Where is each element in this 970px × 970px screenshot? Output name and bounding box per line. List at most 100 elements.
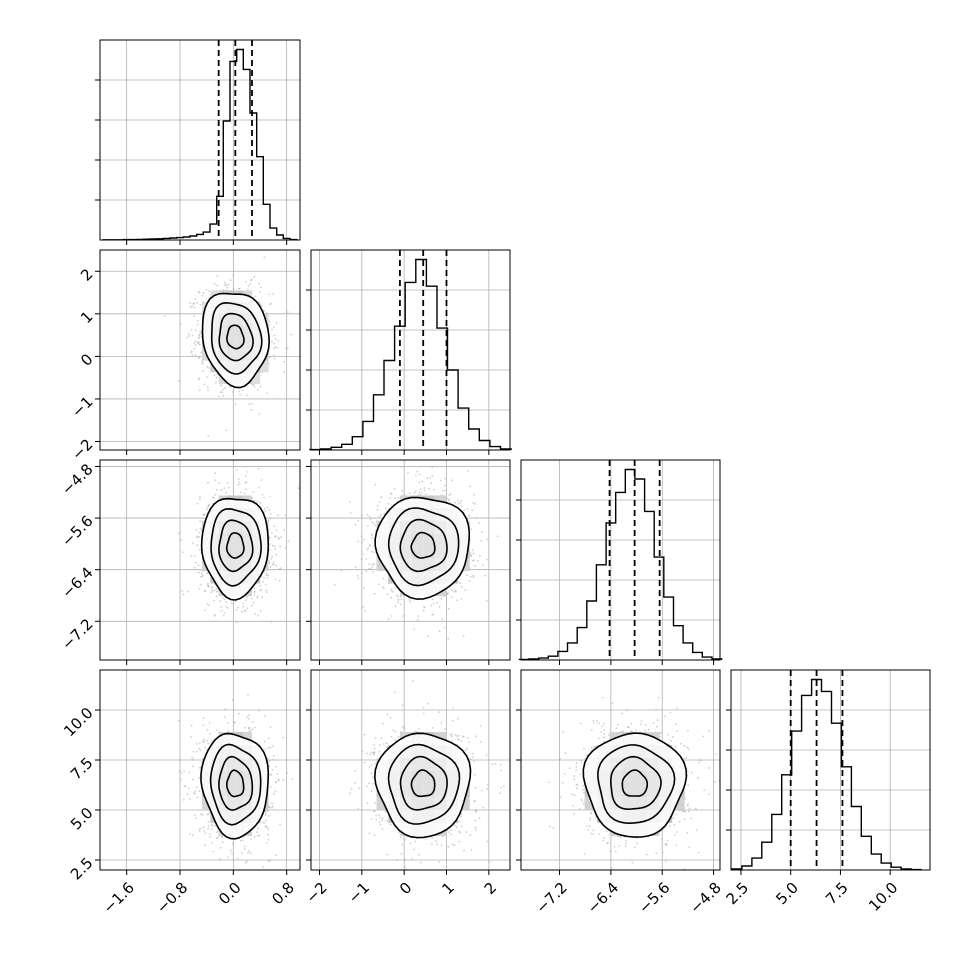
- scatter-point: [360, 535, 363, 538]
- scatter-point: [182, 551, 184, 554]
- scatter-point: [242, 839, 245, 842]
- scatter-point: [187, 590, 190, 593]
- scatter-point: [193, 791, 195, 794]
- scatter-point: [267, 814, 270, 817]
- scatter-point: [459, 501, 462, 504]
- scatter-point: [250, 278, 253, 281]
- scatter-point: [413, 628, 416, 630]
- scatter-point: [473, 494, 475, 496]
- histogram-line: [309, 258, 512, 451]
- scatter-point: [368, 568, 370, 570]
- scatter-point: [387, 617, 390, 620]
- contour-line: [226, 324, 245, 350]
- scatter-point: [284, 514, 287, 516]
- scatter-point: [390, 596, 393, 599]
- scatter-point: [376, 504, 379, 507]
- scatter-point: [258, 413, 261, 415]
- scatter-point: [368, 563, 370, 565]
- scatter-point: [374, 483, 377, 486]
- scatter-point: [432, 613, 434, 616]
- scatter-point: [199, 496, 201, 498]
- scatter-point: [399, 603, 402, 606]
- scatter-point: [378, 515, 381, 518]
- scatter-point: [270, 557, 273, 560]
- scatter-point: [163, 314, 166, 317]
- scatter-point: [460, 505, 463, 507]
- scatter-point: [208, 290, 210, 293]
- scatter-point: [268, 509, 271, 511]
- scatter-point: [423, 487, 426, 489]
- scatter-point: [429, 477, 432, 480]
- scatter-point: [454, 501, 457, 504]
- scatter-point: [274, 547, 277, 550]
- scatter-point: [393, 487, 396, 490]
- scatter-point: [454, 589, 457, 592]
- histogram-line: [102, 48, 298, 241]
- scatter-point: [229, 386, 232, 388]
- scatter-point: [257, 467, 260, 470]
- scatter-point: [203, 609, 206, 612]
- scatter-point: [486, 538, 489, 541]
- scatter-point: [287, 311, 289, 313]
- scatter-point: [444, 489, 447, 492]
- scatter-point: [193, 348, 196, 350]
- scatter-point: [220, 384, 223, 387]
- scatter-point: [389, 492, 392, 494]
- scatter-point: [256, 596, 259, 599]
- scatter-point: [367, 525, 369, 527]
- scatter-point: [268, 562, 271, 565]
- scatter-point: [201, 360, 204, 363]
- scatter-point: [207, 585, 210, 587]
- scatter-point: [208, 604, 211, 606]
- scatter-point: [469, 485, 471, 488]
- scatter-point: [371, 566, 374, 569]
- scatter-point: [179, 322, 182, 325]
- contour-line: [218, 312, 254, 362]
- scatter-point: [271, 532, 273, 534]
- scatter-point: [210, 591, 213, 593]
- scatter-point: [196, 301, 199, 304]
- scatter-point: [250, 408, 253, 411]
- scatter-point: [427, 635, 430, 638]
- hist-panel-1: [306, 249, 512, 455]
- scatter-point: [178, 380, 181, 382]
- scatter-point: [430, 604, 433, 607]
- scatter-point: [290, 333, 293, 336]
- scatter-point: [190, 329, 193, 331]
- scatter-point: [222, 394, 225, 397]
- scatter-point: [291, 778, 294, 780]
- scatter-point: [198, 777, 201, 779]
- scatter-point: [178, 532, 181, 535]
- scatter-point: [270, 621, 273, 623]
- scatter-point: [373, 563, 375, 566]
- scatter-point: [237, 287, 240, 290]
- scatter-point: [378, 583, 380, 586]
- scatter-point: [198, 291, 201, 294]
- scatter-point: [436, 601, 439, 604]
- scatter-point: [225, 605, 227, 608]
- scatter-point: [273, 525, 276, 528]
- scatter-point: [237, 606, 239, 609]
- scatter-point: [246, 471, 249, 473]
- scatter-point: [287, 540, 290, 542]
- scatter-point: [257, 500, 259, 503]
- scatter-point: [197, 378, 200, 381]
- scatter-point: [418, 491, 420, 494]
- scatter-point: [272, 745, 274, 747]
- density-cell: [252, 372, 261, 384]
- scatter-point: [207, 582, 209, 585]
- scatter-point: [395, 594, 398, 596]
- scatter-point: [213, 589, 216, 592]
- scatter-point: [273, 326, 275, 329]
- contour-line: [225, 532, 245, 559]
- scatter-point: [215, 381, 217, 384]
- scatter-point: [224, 281, 227, 284]
- scatter-point: [245, 281, 247, 283]
- panel-frame: [520, 459, 721, 661]
- scatter-point: [204, 832, 207, 835]
- scatter-point: [197, 357, 200, 360]
- scatter-point: [218, 395, 220, 398]
- scatter-point: [246, 288, 249, 291]
- scatter-point: [237, 478, 240, 481]
- scatter-point: [267, 737, 270, 739]
